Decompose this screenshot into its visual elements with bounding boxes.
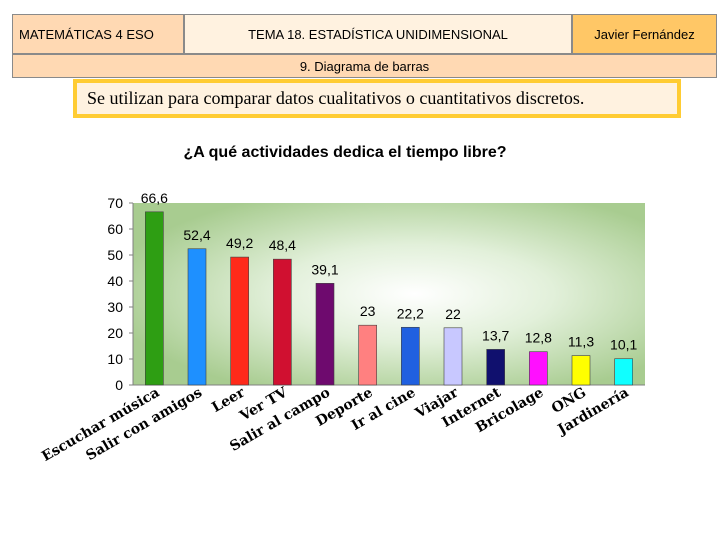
bar-value-label: 12,8	[525, 330, 552, 346]
bar-value-label: 49,2	[226, 235, 253, 251]
y-tick-label: 20	[107, 325, 123, 341]
bar	[187, 248, 207, 386]
course-label: MATEMÁTICAS 4 ESO	[12, 14, 184, 54]
bar-value-label: 22	[445, 306, 461, 322]
bar-value-label: 13,7	[482, 327, 509, 343]
bar-value-label: 23	[360, 303, 376, 319]
bar-value-label: 52,4	[183, 227, 210, 243]
bar	[443, 327, 463, 386]
bar	[358, 324, 377, 386]
plot-area	[133, 203, 645, 385]
bar	[529, 351, 548, 386]
bar-value-label: 10,1	[610, 337, 637, 353]
bar	[401, 326, 420, 386]
y-tick-label: 50	[107, 247, 123, 263]
author-name: Javier Fernández	[572, 14, 717, 54]
bar-value-label: 39,1	[311, 261, 338, 277]
bar	[614, 358, 633, 386]
bar-value-label: 11,3	[568, 334, 594, 350]
y-tick-label: 70	[107, 195, 123, 211]
y-tick-label: 0	[115, 377, 123, 393]
bar-value-label: 66,6	[141, 190, 168, 206]
chart-title: ¿A qué actividades dedica el tiempo libr…	[183, 144, 507, 161]
bar	[486, 349, 505, 386]
y-tick-label: 40	[107, 273, 123, 289]
bar	[571, 355, 591, 386]
bar	[273, 258, 292, 386]
description-note: Se utilizan para comparar datos cualitat…	[73, 79, 681, 118]
y-tick-label: 10	[107, 351, 123, 367]
bar-value-label: 48,4	[269, 237, 296, 253]
bar-value-label: 22,2	[397, 305, 424, 321]
bar	[315, 283, 335, 386]
section-title: 9. Diagrama de barras	[12, 54, 717, 78]
y-tick-label: 60	[107, 221, 123, 237]
bar	[230, 256, 249, 386]
slide-header: MATEMÁTICAS 4 ESO TEMA 18. ESTADÍSTICA U…	[12, 14, 717, 78]
topic-title: TEMA 18. ESTADÍSTICA UNIDIMENSIONAL	[184, 14, 572, 54]
bar	[145, 211, 164, 386]
y-tick-label: 30	[107, 299, 123, 315]
